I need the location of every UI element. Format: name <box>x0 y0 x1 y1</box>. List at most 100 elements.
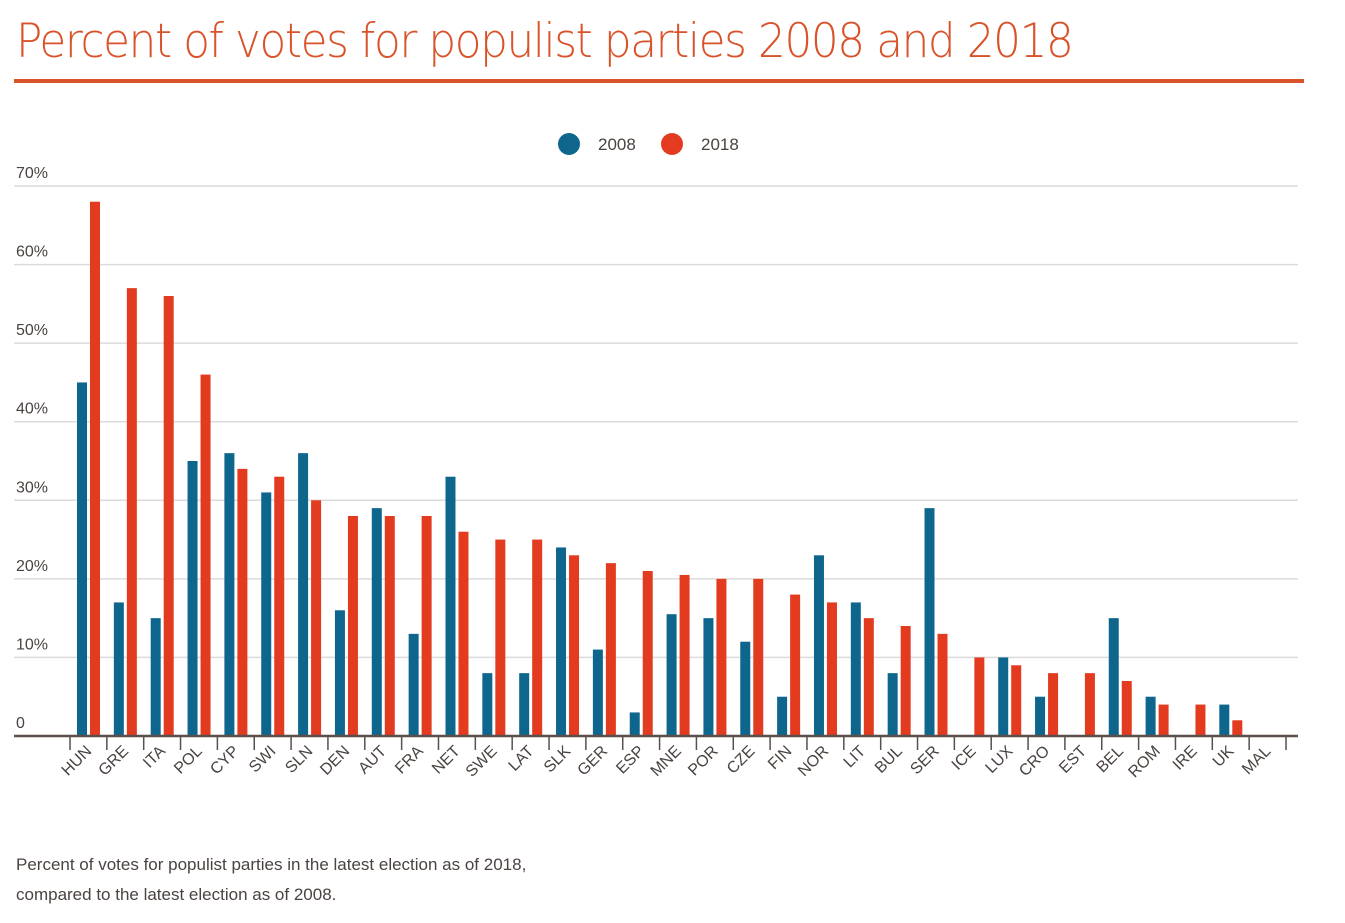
x-tick-label: GER <box>575 743 612 780</box>
bar-2008-LUX <box>998 657 1009 736</box>
x-axis: HUN GRE ITA POL CYP SWI SLN DEN AUT FRA NET SWE LAT S… <box>14 734 1298 781</box>
bar-2008-DEN <box>334 610 345 736</box>
x-tick-label: ICE <box>949 743 980 774</box>
chart-title: Percent of votes for populist parties 20… <box>16 14 1074 69</box>
y-tick-label: 30% <box>16 479 48 496</box>
bar-2018-CRO <box>1048 673 1059 736</box>
bar-2018-SLK <box>569 555 580 736</box>
bar-2018-FRA <box>421 516 432 736</box>
legend: 2008 2018 <box>558 133 739 155</box>
x-tick-label: BUL <box>872 743 906 777</box>
bar-2018-ESP <box>642 571 653 736</box>
bar-2008-SLK <box>556 547 567 736</box>
y-tick-label: 0 <box>16 715 25 732</box>
bar-2018-NOR <box>826 602 837 736</box>
bar-2008-ROM <box>1145 696 1156 736</box>
bar-2018-FIN <box>790 594 801 736</box>
x-tick-label: SWE <box>463 743 501 781</box>
bar-2008-MNE <box>666 614 677 736</box>
bar-2008-AUT <box>371 508 382 736</box>
x-tick-label: SER <box>907 743 942 778</box>
x-tick-label: DEN <box>317 743 353 779</box>
caption-line: Percent of votes for populist parties in… <box>16 855 527 874</box>
legend-item-2018: 2018 <box>661 133 739 155</box>
bar-2018-BUL <box>900 626 911 736</box>
x-tick-label: ROM <box>1125 743 1163 781</box>
bar-2008-NET <box>445 476 456 736</box>
legend-label: 2018 <box>701 135 739 154</box>
x-tick-label: FRA <box>392 743 427 778</box>
bar-2008-FRA <box>408 633 419 736</box>
x-tick-label: MNE <box>648 743 685 780</box>
bar-2008-SER <box>924 508 935 736</box>
x-tick-label: EST <box>1056 743 1090 777</box>
bar-2008-GER <box>592 649 603 736</box>
bar-2008-POR <box>703 618 714 736</box>
bar-2008-SLN <box>298 453 309 736</box>
y-tick-label: 40% <box>16 401 48 418</box>
bar-2008-BEL <box>1108 618 1119 736</box>
legend-swatch <box>661 133 683 155</box>
bar-2018-GRE <box>126 288 137 736</box>
bar-2018-SWE <box>495 539 506 736</box>
bar-2018-UK <box>1232 720 1243 736</box>
bar-2018-DEN <box>347 516 358 736</box>
x-tick-label: CRO <box>1016 743 1053 780</box>
bar-2018-IRE <box>1195 704 1206 736</box>
bar-2008-BUL <box>887 673 898 736</box>
bar-2018-MNE <box>679 574 690 736</box>
bar-2018-SER <box>937 633 948 736</box>
x-tick-label: POL <box>171 743 206 778</box>
bar-2008-GRE <box>113 602 124 736</box>
bar-2008-SWI <box>261 492 272 736</box>
bar-2018-SLN <box>311 500 322 736</box>
x-tick-label: AUT <box>355 743 390 778</box>
x-tick-label: MAL <box>1239 743 1274 778</box>
bar-2008-FIN <box>777 696 788 736</box>
x-tick-label: POR <box>685 743 722 780</box>
bar-2018-ITA <box>163 296 174 736</box>
x-tick-label: SLK <box>541 743 575 777</box>
legend-swatch <box>558 133 580 155</box>
bar-2018-LAT <box>532 539 543 736</box>
x-tick-label: BEL <box>1094 743 1127 776</box>
bar-2008-CYP <box>224 453 235 736</box>
bar-2018-BEL <box>1121 681 1132 736</box>
bar-2018-LUX <box>1011 665 1022 736</box>
x-tick-label: NET <box>429 743 464 778</box>
bar-2018-HUN <box>90 201 100 736</box>
x-tick-label: UK <box>1210 743 1238 771</box>
caption-line: compared to the latest election as of 20… <box>16 885 337 904</box>
bar-2018-CYP <box>237 468 248 736</box>
bar-2018-ICE <box>974 657 985 736</box>
legend-label: 2008 <box>598 135 636 154</box>
bar-2008-LIT <box>850 602 861 736</box>
bar-2008-LAT <box>519 673 530 736</box>
bar-2018-LIT <box>863 618 874 736</box>
bar-2008-CRO <box>1035 696 1046 736</box>
bar-2018-AUT <box>384 516 395 736</box>
y-tick-label: 60% <box>16 244 48 261</box>
bar-2008-ESP <box>629 712 640 736</box>
y-tick-label: 10% <box>16 636 48 653</box>
bar-2018-SWI <box>274 476 285 736</box>
y-tick-label: 50% <box>16 322 48 339</box>
bar-2008-NOR <box>813 555 824 736</box>
chart-caption: Percent of votes for populist parties in… <box>16 850 526 910</box>
bar-2018-POL <box>200 374 211 736</box>
x-tick-label: NOR <box>795 743 832 780</box>
bar-2018-CZE <box>753 578 764 736</box>
x-tick-label: SLN <box>282 743 316 777</box>
y-axis: 0 10% 20% 30% 40% 50% 60% 70% <box>16 165 48 732</box>
x-tick-label: LUX <box>982 743 1016 777</box>
x-tick-label: LIT <box>841 743 870 772</box>
bar-2018-ROM <box>1158 704 1169 736</box>
bar-2008-POL <box>187 461 198 736</box>
x-tick-label: HUN <box>59 743 96 780</box>
bar-2018-POR <box>716 578 727 736</box>
title-underline <box>14 79 1304 83</box>
bar-2008-HUN <box>77 382 87 736</box>
y-tick-label: 20% <box>16 558 48 575</box>
bar-2008-SWE <box>482 673 493 736</box>
